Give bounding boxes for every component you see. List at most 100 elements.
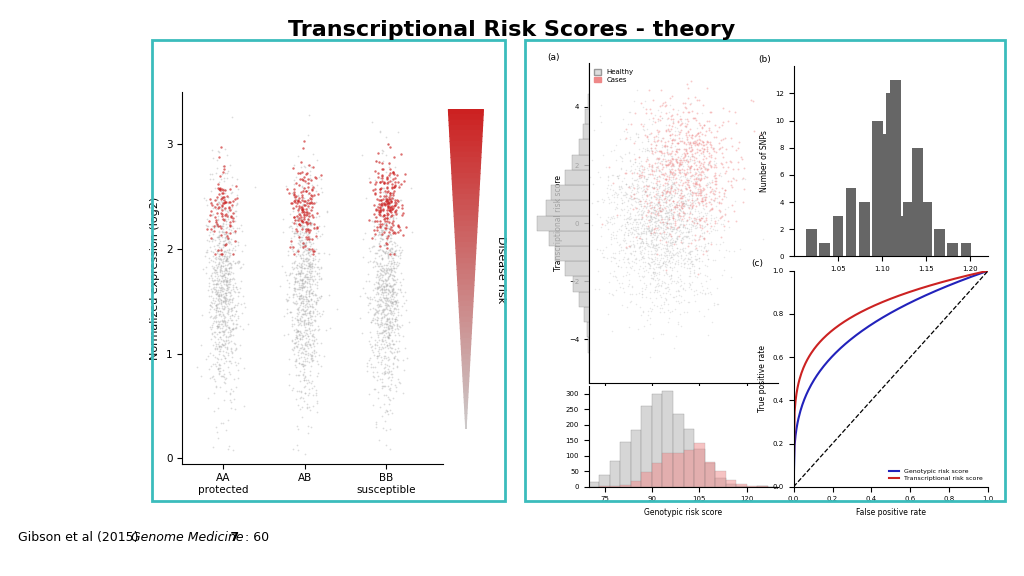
Point <box>651 256 668 265</box>
Point <box>638 152 654 161</box>
Point <box>230 238 247 247</box>
Point <box>371 227 387 236</box>
Point <box>300 183 316 192</box>
Point <box>649 239 666 248</box>
Point <box>721 107 737 116</box>
Point <box>219 285 236 294</box>
Point <box>655 243 672 252</box>
Point <box>666 135 682 145</box>
Point <box>295 238 311 247</box>
Point <box>382 406 398 415</box>
Point <box>652 281 669 290</box>
Point <box>228 190 245 199</box>
Point <box>680 242 696 251</box>
Point <box>290 326 306 335</box>
Point <box>641 207 657 216</box>
Point <box>367 384 383 393</box>
Point <box>285 247 301 256</box>
Point <box>683 172 699 181</box>
Point <box>380 180 396 189</box>
Point <box>380 332 396 341</box>
Point <box>210 321 226 331</box>
Point <box>378 243 394 252</box>
Point <box>675 232 691 241</box>
Point <box>635 263 651 272</box>
Point <box>665 116 681 126</box>
Point <box>303 355 319 364</box>
Point <box>638 266 654 275</box>
Point <box>643 211 659 220</box>
Point <box>226 259 243 268</box>
Point <box>286 192 302 201</box>
Point <box>292 393 308 403</box>
Point <box>381 256 397 266</box>
Point <box>721 156 737 165</box>
Point <box>657 212 674 221</box>
Point <box>640 306 656 316</box>
Point <box>214 282 230 291</box>
Point <box>303 312 319 321</box>
Point <box>369 319 385 328</box>
Point <box>377 342 393 351</box>
Bar <box>663 391 673 487</box>
Point <box>631 272 647 281</box>
Polygon shape <box>449 115 483 120</box>
Point <box>610 181 627 190</box>
Point <box>299 308 315 317</box>
Point <box>220 234 237 243</box>
Point <box>649 194 666 203</box>
Point <box>627 157 643 166</box>
Point <box>225 302 242 312</box>
Polygon shape <box>465 418 467 424</box>
Point <box>681 281 697 290</box>
Point <box>615 229 632 238</box>
Point <box>623 218 639 228</box>
Point <box>627 194 643 203</box>
Point <box>691 253 708 262</box>
Point <box>620 282 636 291</box>
Point <box>289 311 305 320</box>
Point <box>656 240 673 249</box>
Point <box>224 386 241 395</box>
Point <box>685 164 701 173</box>
Point <box>657 229 674 238</box>
Point <box>700 116 717 126</box>
Point <box>670 127 686 136</box>
Point <box>682 204 698 213</box>
Point <box>390 222 407 231</box>
Point <box>304 352 321 361</box>
Point <box>688 139 705 149</box>
Point <box>603 229 620 238</box>
Point <box>681 213 697 222</box>
Point <box>606 197 623 206</box>
Point <box>367 363 383 372</box>
Point <box>216 161 232 170</box>
Point <box>672 172 688 181</box>
Point <box>387 200 403 210</box>
Point <box>217 197 233 206</box>
Point <box>305 325 322 335</box>
Point <box>217 240 233 249</box>
Point <box>216 253 232 262</box>
Point <box>688 172 705 181</box>
Point <box>373 270 389 279</box>
Point <box>361 292 378 301</box>
Point <box>383 267 399 276</box>
Point <box>212 262 228 271</box>
Point <box>693 123 710 132</box>
Point <box>301 232 317 241</box>
Point <box>664 158 680 168</box>
Point <box>632 241 648 251</box>
Point <box>370 289 386 298</box>
Point <box>673 276 689 286</box>
Point <box>377 297 393 306</box>
Point <box>669 200 685 210</box>
Point <box>655 98 672 107</box>
Point <box>631 256 647 265</box>
Point <box>629 238 645 248</box>
Polygon shape <box>463 376 469 381</box>
Point <box>388 228 404 237</box>
Point <box>293 163 309 172</box>
Polygon shape <box>459 296 473 301</box>
Point <box>638 192 654 201</box>
